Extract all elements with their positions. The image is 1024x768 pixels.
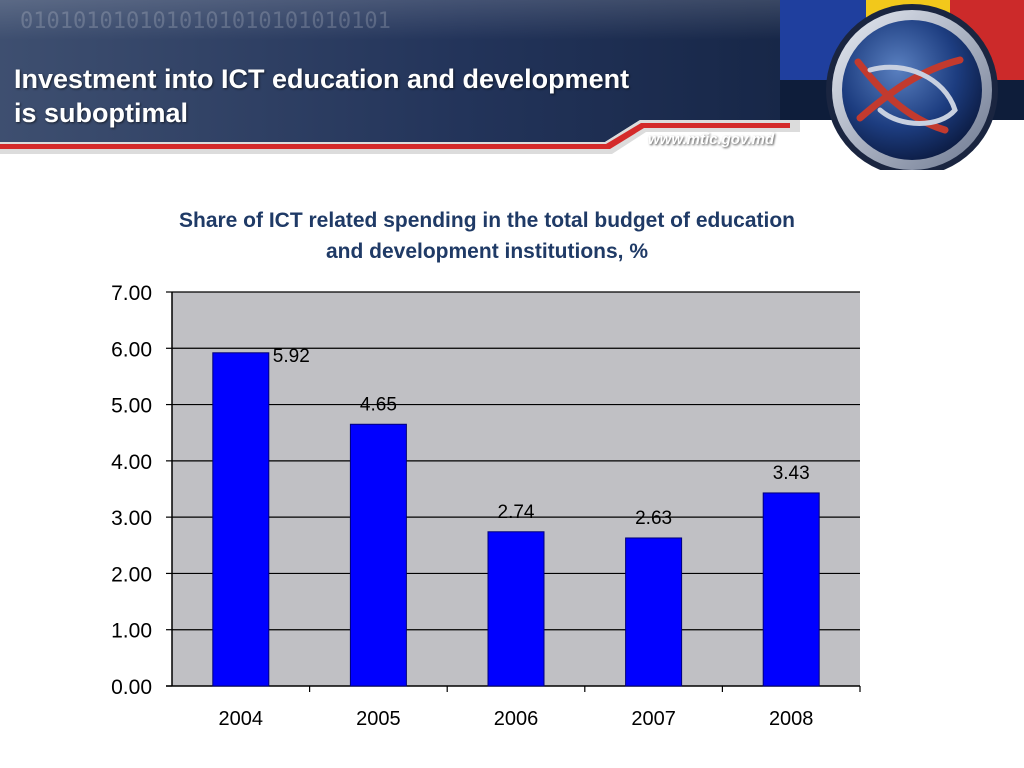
y-tick-label: 4.00 [111, 451, 152, 474]
y-tick-label: 3.00 [111, 507, 152, 530]
data-label-2006: 2.74 [498, 502, 535, 523]
y-tick-label: 0.00 [111, 676, 152, 699]
x-tick-label-2007: 2007 [631, 708, 676, 730]
x-tick-label-2005: 2005 [356, 708, 401, 730]
chart-title-line-2: and development institutions, % [325, 240, 649, 263]
data-label-2005: 4.65 [360, 394, 397, 415]
banner-graphic: 0101010101010101010101010101 [0, 0, 1024, 170]
chart-title: Share of ICT related spending in the tot… [100, 205, 874, 267]
slide-title: Investment into ICT education and develo… [14, 62, 774, 130]
x-tick-label-2006: 2006 [494, 708, 539, 730]
y-tick-label: 7.00 [111, 282, 152, 305]
x-tick-label-2008: 2008 [769, 708, 814, 730]
x-tick-label-2004: 2004 [219, 708, 264, 730]
bar-2004 [212, 352, 270, 687]
website-url: www.mtic.gov.md [648, 131, 775, 148]
data-label-2007: 2.63 [635, 508, 672, 529]
y-tick-label: 6.00 [111, 338, 152, 361]
binary-texture: 0101010101010101010101010101 [20, 9, 391, 34]
chart-title-line-1: Share of ICT related spending in the tot… [178, 209, 796, 232]
y-tick-label: 5.00 [111, 395, 152, 418]
mtic-logo-icon [826, 4, 998, 170]
bar-2008 [762, 492, 820, 687]
bar-2005 [349, 423, 407, 687]
data-label-2008: 3.43 [773, 463, 810, 484]
y-tick-label: 2.00 [111, 563, 152, 586]
slide-title-line-2: is suboptimal [14, 98, 189, 128]
bar-2006 [487, 531, 545, 687]
y-tick-label: 1.00 [111, 620, 152, 643]
slide-title-line-1: Investment into ICT education and develo… [14, 64, 630, 94]
bar-2007 [625, 537, 683, 687]
data-label-2004: 5.92 [273, 346, 310, 367]
header-banner: 0101010101010101010101010101 Investment … [0, 0, 1024, 170]
